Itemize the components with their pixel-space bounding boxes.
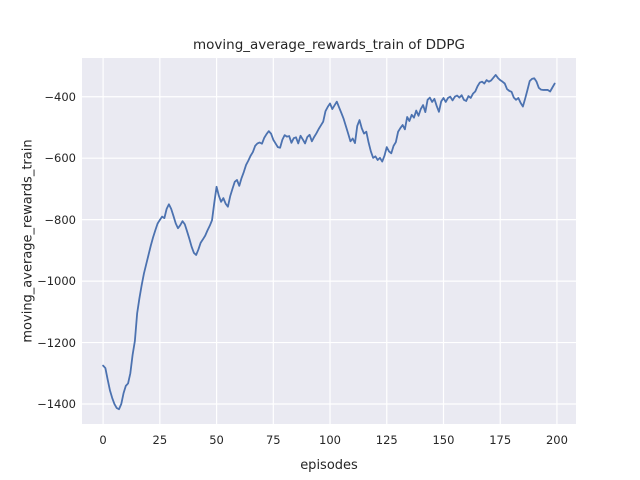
y-tick-label: −600 xyxy=(44,151,76,166)
x-tick-label: 50 xyxy=(209,433,224,447)
line-series xyxy=(102,73,556,411)
chart-title: moving_average_rewards_train of DDPG xyxy=(193,37,465,53)
x-tick-label: 75 xyxy=(265,433,281,447)
y-tick-label: −800 xyxy=(44,212,76,227)
y-tick-label: −400 xyxy=(44,89,76,104)
x-tick-label: 150 xyxy=(432,433,455,447)
x-tick-label: 100 xyxy=(319,433,341,447)
y-axis-label: moving_average_rewards_train xyxy=(20,139,36,343)
x-tick-label: 0 xyxy=(99,433,107,447)
x-axis-label: episodes xyxy=(300,458,358,473)
x-tick-label: 125 xyxy=(375,433,398,447)
y-tick-label: −1400 xyxy=(37,397,76,412)
x-tick-label: 200 xyxy=(545,433,568,447)
line-chart-svg xyxy=(82,58,576,424)
plot-area xyxy=(82,58,576,424)
y-tick-label: −1200 xyxy=(37,335,76,350)
y-tick-label: −1000 xyxy=(37,274,76,289)
x-tick-label: 25 xyxy=(152,433,168,447)
x-tick-label: 175 xyxy=(489,433,512,447)
